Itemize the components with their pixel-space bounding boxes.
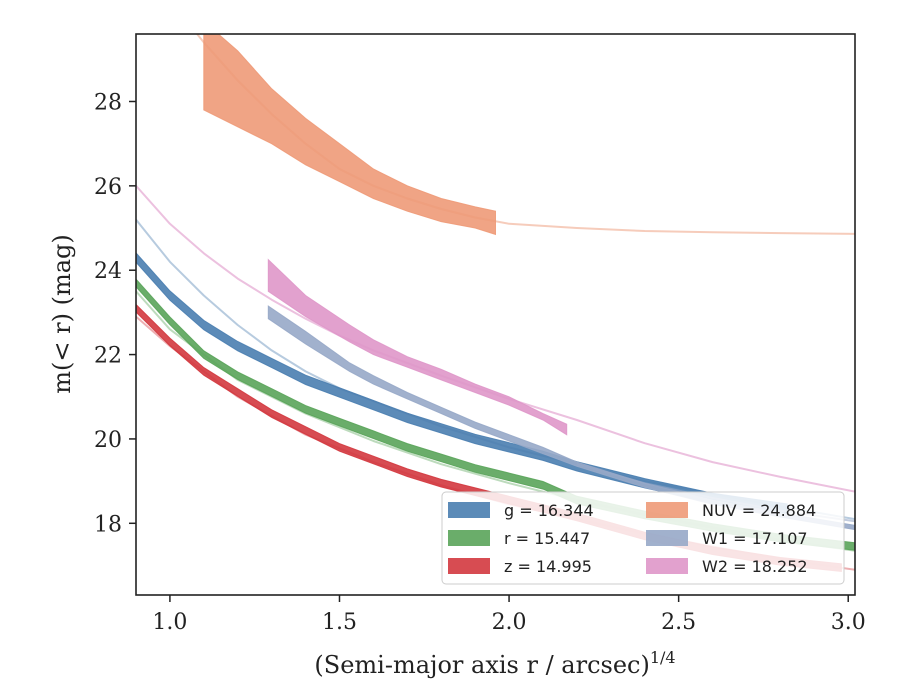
legend-swatch [448, 530, 490, 546]
legend-label: NUV = 24.884 [702, 501, 816, 520]
y-tick-label: 24 [94, 259, 122, 284]
y-tick-label: 26 [94, 175, 122, 200]
legend-swatch [448, 502, 490, 518]
legend-label: r = 15.447 [504, 529, 590, 548]
w2-18-252-model-series [136, 185, 855, 493]
legend: g = 16.344 r = 15.447 z = 14.995 NUV = 24.8… [441, 491, 845, 585]
nuv-24-884-series [203, 34, 496, 236]
w1-17-107-series [267, 305, 855, 531]
series-layer [136, 34, 855, 572]
x-tick-label: 1.5 [322, 610, 357, 635]
legend-swatch [646, 502, 688, 518]
plot-frame [135, 33, 856, 596]
legend-label: W2 = 18.252 [702, 557, 808, 576]
x-tick-label: 2.5 [661, 610, 696, 635]
legend-label: g = 16.344 [504, 501, 594, 520]
ticks-layer: 1.0 1.5 2.0 2.5 3.0 18 20 22 24 26 28 [94, 90, 866, 635]
y-tick-label: 28 [94, 90, 122, 115]
x-axis-label-superscript: 1/4 [650, 648, 676, 667]
y-tick-label: 18 [94, 512, 122, 537]
legend-swatch [448, 558, 490, 574]
r-15-447-series [136, 278, 855, 551]
g-16-344-model-series [136, 218, 855, 521]
x-axis-label: (Semi-major axis r / arcsec)1/4 [314, 648, 675, 679]
legend-label: z = 14.995 [504, 557, 592, 576]
x-tick-label: 1.0 [152, 610, 187, 635]
x-tick-label: 3.0 [831, 610, 866, 635]
w2-18-252-series [267, 258, 568, 436]
nuv-24-884-model-series [195, 34, 855, 235]
x-tick-label: 2.0 [492, 610, 527, 635]
y-tick-label: 22 [94, 344, 122, 369]
legend-label: W1 = 17.107 [702, 529, 808, 548]
legend-swatch [646, 558, 688, 574]
y-tick-label: 20 [94, 428, 122, 453]
legend-box [441, 491, 845, 585]
legend-swatch [646, 530, 688, 546]
y-axis-label: m(< r) (mag) [48, 234, 76, 393]
